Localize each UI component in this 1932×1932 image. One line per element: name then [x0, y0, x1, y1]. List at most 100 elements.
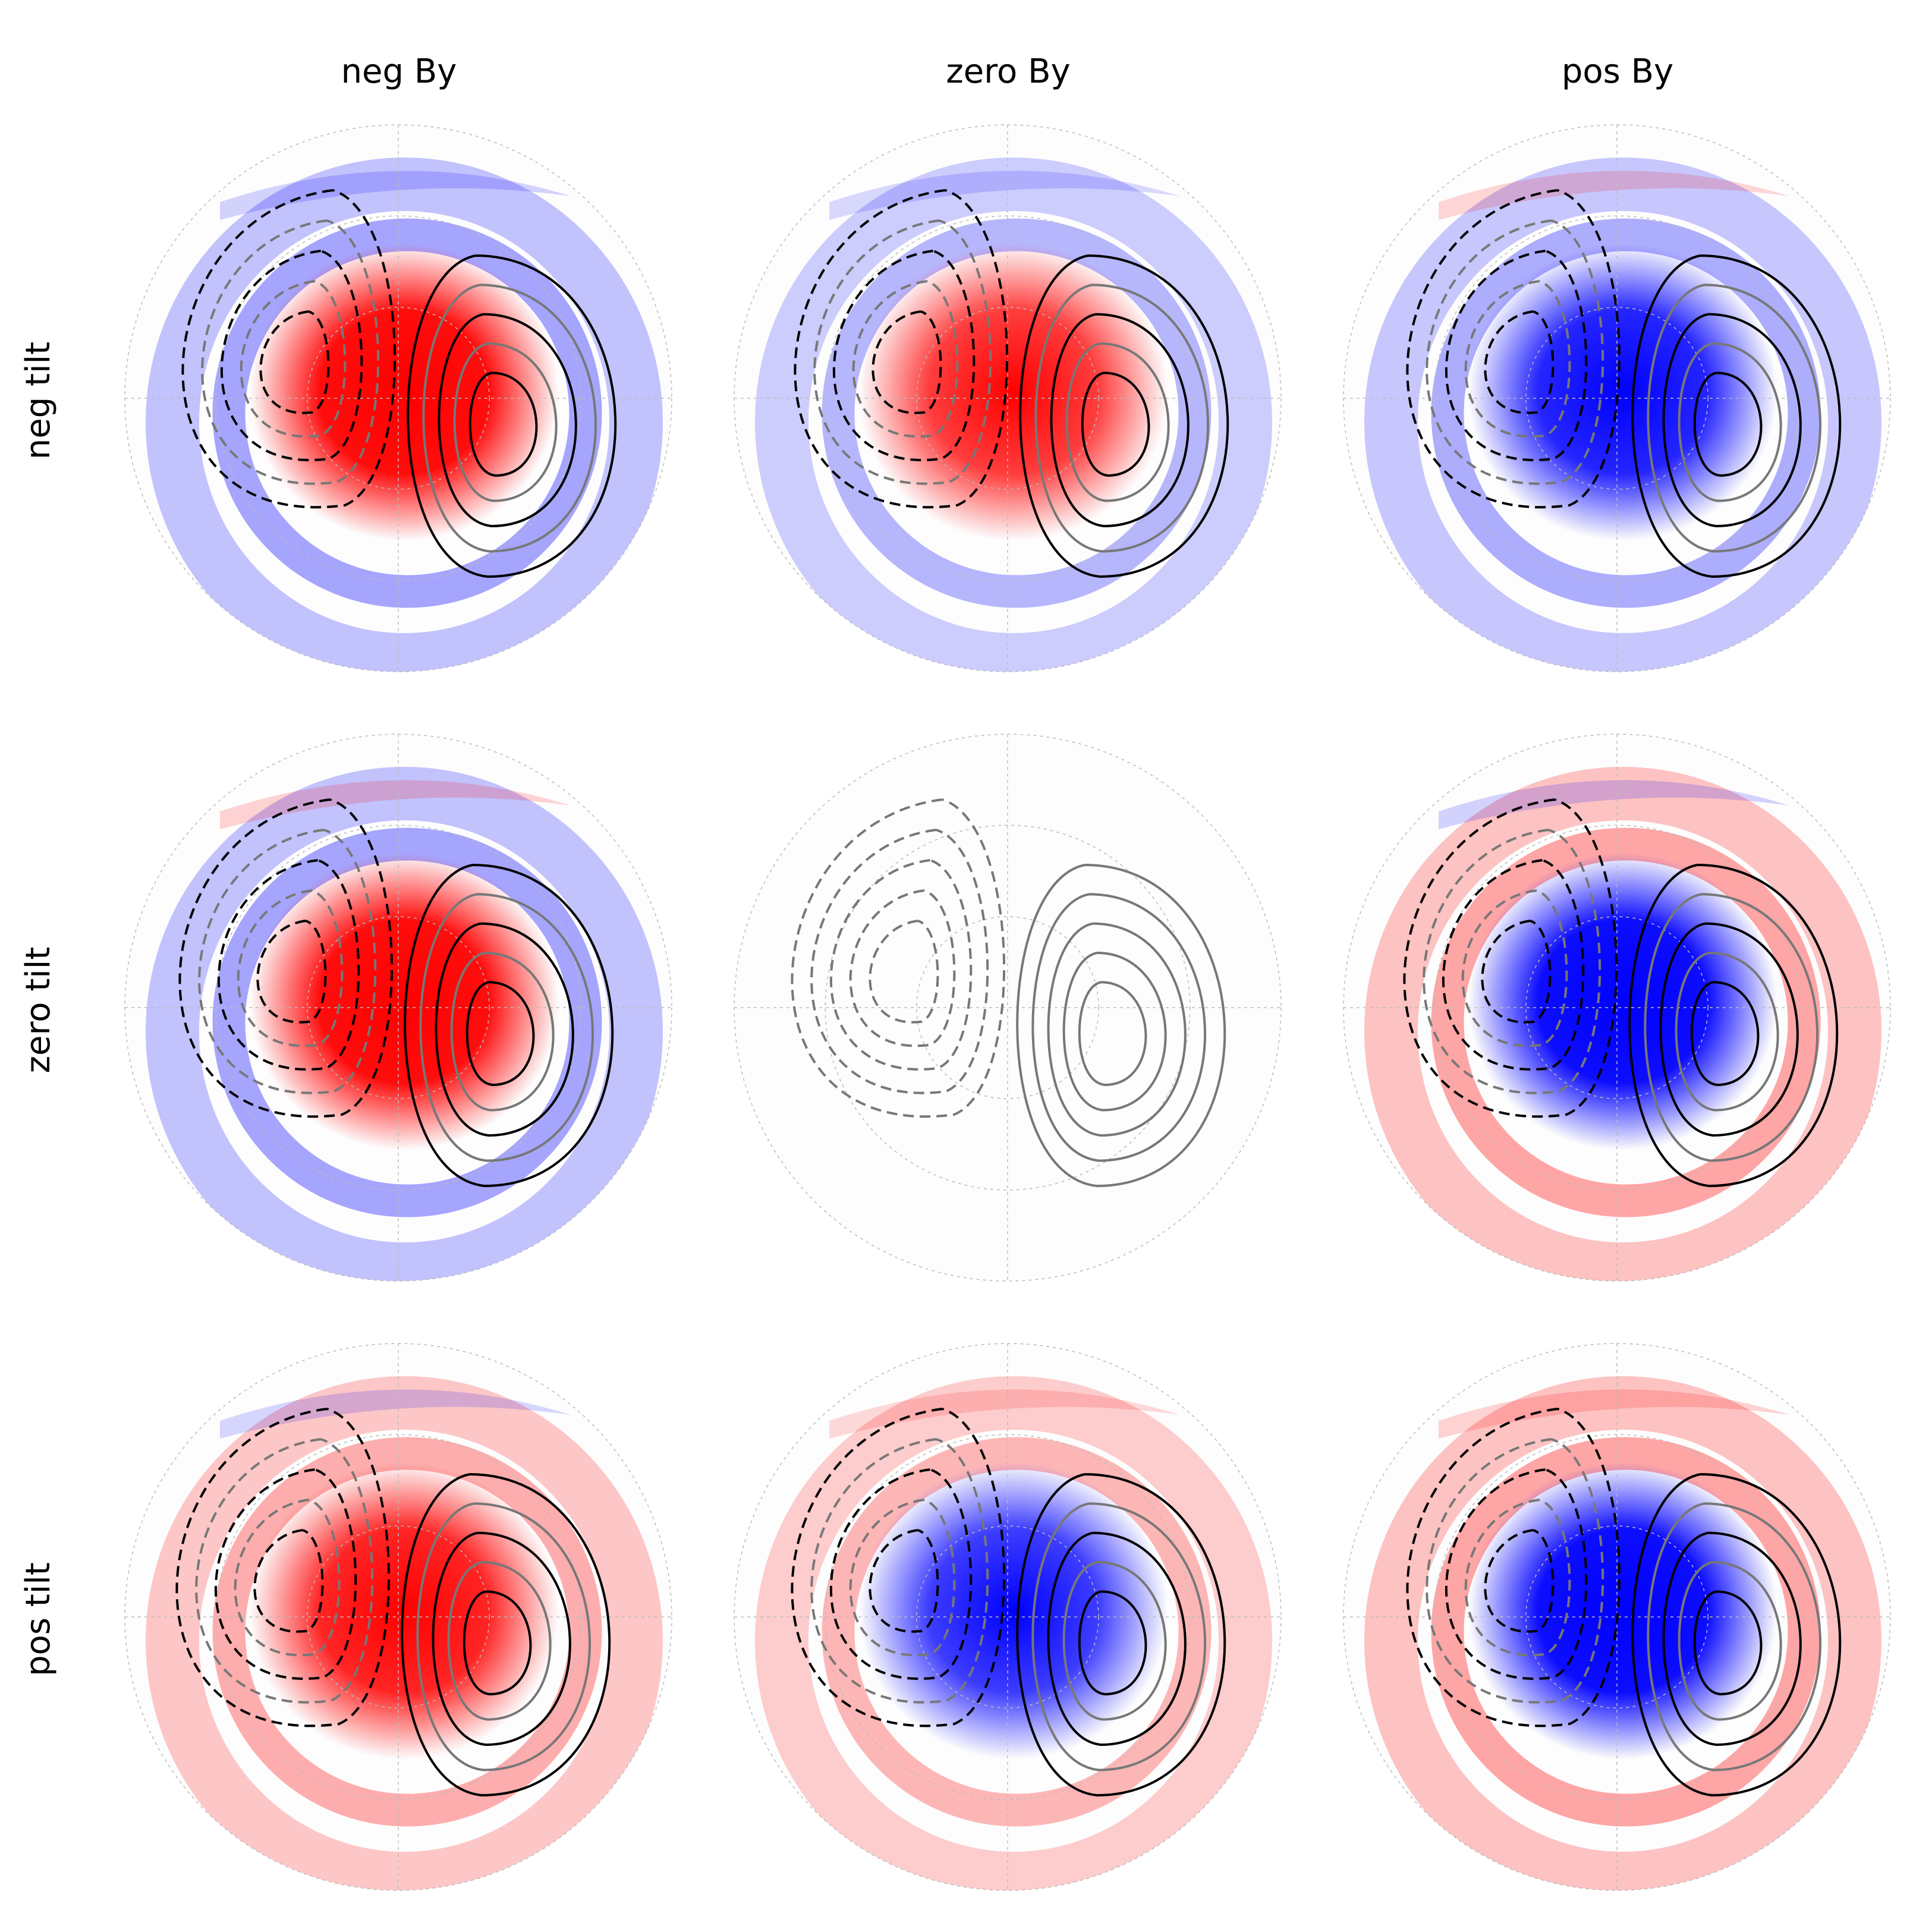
row-title-neg-tilt: neg tilt [19, 341, 58, 460]
potential-contours [181, 189, 617, 578]
positive-potential-contour [435, 922, 574, 1137]
positive-potential-contour [1647, 284, 1822, 553]
panel-neg-tilt-neg-By [124, 124, 672, 672]
positive-potential-contour [1031, 1502, 1207, 1771]
positive-potential-contour [419, 893, 594, 1162]
panel-pos-tilt-neg-By [124, 1343, 672, 1891]
inner-ring-band [212, 1437, 602, 1827]
positive-potential-contour [1631, 254, 1842, 578]
positive-potential-contour [465, 981, 535, 1087]
potential-contours [791, 798, 1226, 1188]
potential-contours [791, 1408, 1226, 1797]
negative-potential-contour [195, 1438, 374, 1704]
positive-potential-contour [1693, 1590, 1763, 1696]
polar-grid [124, 124, 672, 672]
negative-potential-contour [1461, 889, 1568, 1047]
negative-potential-contour [1484, 1529, 1555, 1633]
positive-potential-contour [1644, 893, 1819, 1162]
negative-potential-contour [869, 920, 939, 1024]
negative-potential-contour [813, 219, 992, 485]
negative-potential-contour [1403, 798, 1618, 1118]
row-title-pos-tilt: pos tilt [19, 1562, 58, 1676]
positive-potential-contour [1078, 981, 1147, 1087]
positive-potential-contour [1078, 1590, 1147, 1696]
positive-potential-contour [401, 1473, 611, 1797]
positive-potential-contour [404, 864, 614, 1188]
outer-ring-band [146, 767, 663, 1281]
central-blob [859, 244, 1168, 541]
negative-potential-contour [849, 889, 956, 1047]
inner-ring-band [822, 1437, 1212, 1827]
negative-potential-contour [1464, 280, 1571, 438]
negative-potential-contour [1423, 829, 1601, 1094]
top-crescent-band [1439, 780, 1789, 829]
positive-potential-contour [432, 1531, 571, 1747]
negative-potential-contour [794, 189, 1009, 509]
outer-ring-band [146, 1376, 663, 1890]
field-contourf [125, 1343, 672, 1890]
inner-ring-band [212, 218, 602, 608]
top-crescent-band [1439, 1389, 1789, 1439]
negative-potential-contour [1426, 219, 1604, 485]
polar-background [734, 734, 1281, 1281]
central-blob [250, 244, 559, 541]
negative-potential-contour [1484, 310, 1555, 414]
outer-ring-band [1364, 767, 1881, 1281]
polar-grid [1343, 124, 1891, 672]
inner-ring-band [1431, 1437, 1821, 1827]
top-crescent-band [829, 171, 1180, 220]
negative-potential-contour [201, 219, 380, 485]
potential-contours [794, 189, 1229, 578]
top-crescent-band [220, 780, 571, 829]
panel-pos-tilt-pos-By [1343, 1343, 1891, 1891]
positive-potential-contour [1016, 864, 1226, 1188]
potential-contours [178, 798, 614, 1188]
positive-potential-contour [468, 372, 538, 477]
positive-potential-contour [1628, 864, 1839, 1188]
positive-potential-contour [416, 1502, 591, 1771]
negative-potential-contour [849, 1499, 956, 1657]
positive-potential-contour [462, 1590, 532, 1696]
central-blob [250, 1462, 559, 1760]
potential-contours [1403, 798, 1839, 1188]
positive-potential-contour [1019, 254, 1229, 578]
panel-zero-tilt-zero-By [734, 734, 1282, 1282]
negative-potential-contour [1406, 1408, 1621, 1728]
negative-potential-contour [1406, 189, 1621, 509]
negative-potential-contour [253, 1529, 324, 1633]
negative-potential-contour [791, 1408, 1006, 1728]
inner-ring-band [212, 827, 602, 1217]
positive-potential-contour [1631, 1473, 1842, 1797]
outer-ring-band [755, 158, 1272, 672]
top-crescent-band [829, 1389, 1180, 1439]
field-contourf [125, 734, 672, 1281]
negative-potential-contour [234, 1499, 341, 1657]
positive-potential-contour [1065, 342, 1170, 502]
negative-potential-contour [1464, 1499, 1571, 1657]
positive-potential-contour [1690, 981, 1760, 1087]
negative-potential-contour [852, 280, 959, 438]
inner-ring-band [1431, 218, 1821, 608]
positive-potential-contour [422, 284, 597, 553]
outer-ring-band [1364, 1376, 1881, 1890]
negative-potential-contour [240, 280, 347, 438]
potential-contours [175, 1408, 611, 1797]
positive-potential-contour [450, 951, 555, 1112]
positive-potential-contour [1016, 1473, 1226, 1797]
polar-grid [734, 1343, 1282, 1891]
negative-potential-contour [175, 1408, 391, 1728]
outer-ring-band [755, 1376, 1272, 1890]
positive-potential-contour [1034, 284, 1210, 553]
positive-potential-contour [1062, 951, 1167, 1112]
negative-potential-contour [871, 310, 942, 414]
top-crescent-band [220, 1389, 571, 1439]
panel-zero-tilt-neg-By [124, 734, 672, 1282]
panel-neg-tilt-pos-By [1343, 124, 1891, 672]
positive-potential-contour [1662, 1531, 1802, 1747]
row-title-zero-tilt: zero tilt [19, 946, 58, 1074]
negative-potential-contour [256, 920, 327, 1024]
negative-potential-contour [259, 310, 330, 414]
column-title-neg-By: neg By [341, 52, 457, 91]
positive-potential-contour [1675, 951, 1779, 1112]
